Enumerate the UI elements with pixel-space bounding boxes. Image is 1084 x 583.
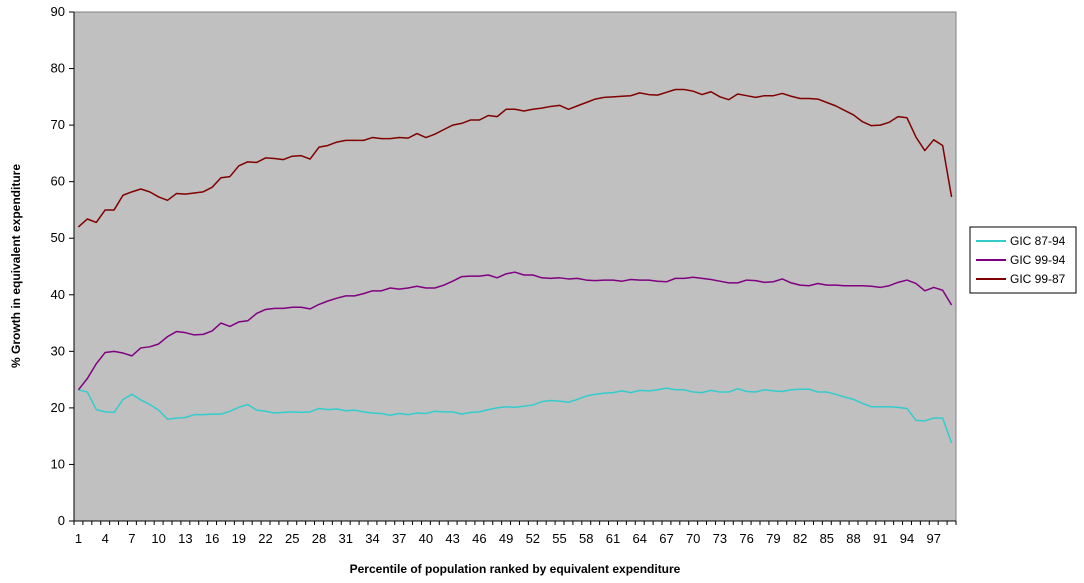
x-tick-label: 13 xyxy=(178,531,192,546)
x-axis-title: Percentile of population ranked by equiv… xyxy=(350,562,681,576)
series-layer xyxy=(77,88,953,444)
y-tick-label: 10 xyxy=(51,456,65,471)
x-tick-label: 19 xyxy=(232,531,246,546)
x-axis-ticks: 1 4 7 10 13 16 19 22 25 28 31 34 37 40 43 46 49 52 55 58 61 6… xyxy=(73,521,957,546)
x-tick-label: 55 xyxy=(552,531,566,546)
y-tick-label: 50 xyxy=(51,230,65,245)
x-tick-label: 91 xyxy=(873,531,887,546)
x-tick-label: 34 xyxy=(365,531,379,546)
x-tick-label: 40 xyxy=(419,531,433,546)
x-tick-label: 43 xyxy=(445,531,459,546)
x-tick-label: 37 xyxy=(392,531,406,546)
x-tick-label: 7 xyxy=(128,531,135,546)
y-tick-label: 90 xyxy=(51,4,65,19)
legend: GIC 87-94 GIC 99-94 GIC 99-87 xyxy=(969,226,1077,294)
y-tick-label: 20 xyxy=(51,400,65,415)
series-line-gic-99-94 xyxy=(77,271,953,391)
y-tick-label: 80 xyxy=(51,61,65,76)
y-axis-title: % Growth in equivalent expenditure xyxy=(9,164,23,368)
legend-label: GIC 87-94 xyxy=(1010,234,1066,248)
y-tick-label: 70 xyxy=(51,117,65,132)
x-tick-label: 52 xyxy=(526,531,540,546)
legend-label: GIC 99-87 xyxy=(1010,272,1066,286)
x-tick-label: 1 xyxy=(75,531,82,546)
x-tick-label: 25 xyxy=(285,531,299,546)
y-tick-label: 0 xyxy=(58,513,65,528)
y-tick-label: 40 xyxy=(51,287,65,302)
x-tick-label: 82 xyxy=(793,531,807,546)
x-tick-label: 97 xyxy=(926,531,940,546)
x-tick-label: 28 xyxy=(312,531,326,546)
legend-label: GIC 99-94 xyxy=(1010,253,1066,267)
x-tick-label: 31 xyxy=(338,531,352,546)
series-line-gic-87-94 xyxy=(78,387,953,444)
x-tick-label: 76 xyxy=(739,531,753,546)
x-tick-label: 16 xyxy=(205,531,219,546)
x-tick-label: 46 xyxy=(472,531,486,546)
y-tick-label: 60 xyxy=(51,174,65,189)
plot-area xyxy=(73,11,957,522)
x-tick-label: 67 xyxy=(659,531,673,546)
x-tick-label: 64 xyxy=(632,531,646,546)
x-tick-label: 4 xyxy=(102,531,109,546)
x-tick-label: 94 xyxy=(900,531,914,546)
x-tick-label: 58 xyxy=(579,531,593,546)
x-tick-label: 70 xyxy=(686,531,700,546)
x-tick-label: 22 xyxy=(258,531,272,546)
y-axis-ticks: 0 10 20 30 40 50 60 70 80 90 xyxy=(51,4,74,528)
x-tick-label: 85 xyxy=(820,531,834,546)
x-tick-label: 49 xyxy=(499,531,513,546)
x-tick-label: 10 xyxy=(151,531,165,546)
x-tick-label: 79 xyxy=(766,531,780,546)
series-line-gic-99-87 xyxy=(77,88,953,228)
x-tick-label: 73 xyxy=(713,531,727,546)
x-tick-label: 88 xyxy=(846,531,860,546)
y-tick-label: 30 xyxy=(51,343,65,358)
x-tick-label: 61 xyxy=(606,531,620,546)
